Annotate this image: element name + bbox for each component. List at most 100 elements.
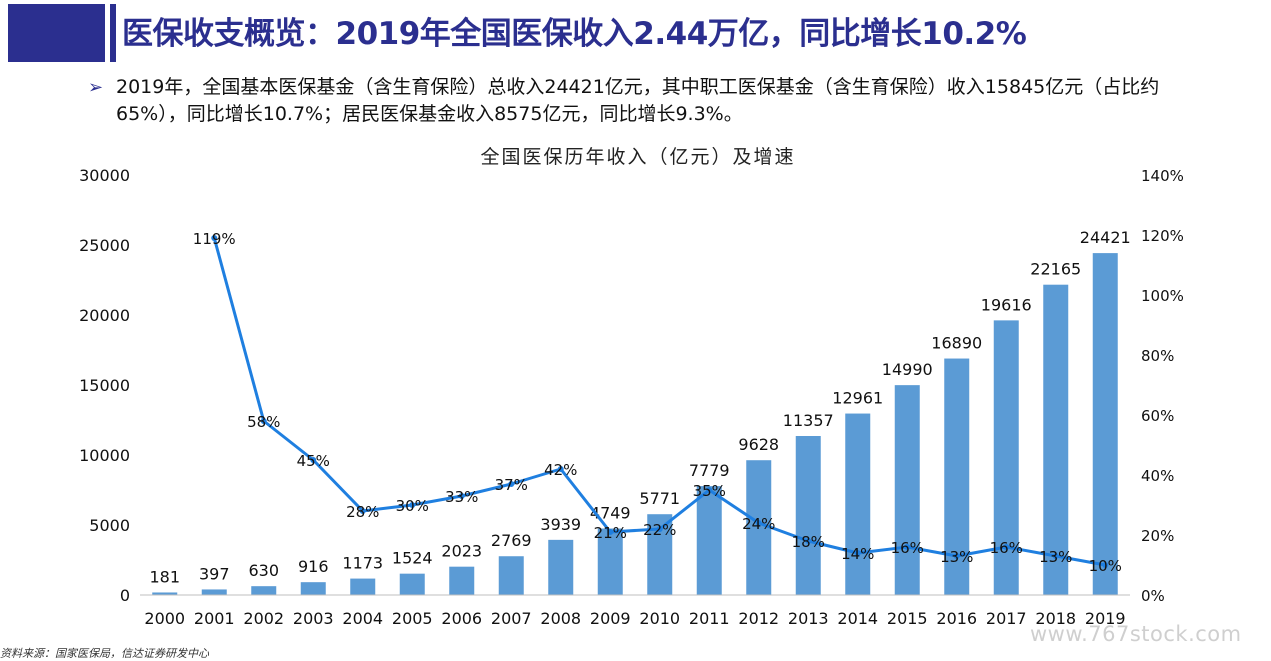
bar [795, 436, 821, 595]
bar-value-label: 397 [199, 564, 230, 583]
growth-point [904, 544, 911, 550]
y-tick-label: 0 [120, 586, 130, 605]
title-accent-bar [110, 4, 116, 62]
growth-point [557, 466, 564, 472]
x-tick-label: 2007 [491, 609, 532, 628]
bar [251, 586, 277, 595]
chart-title: 全国医保历年收入（亿元）及增速 [480, 146, 795, 168]
bar [696, 486, 722, 595]
bar [597, 528, 623, 595]
growth-value-label: 13% [940, 548, 973, 566]
x-tick-label: 2005 [392, 609, 433, 628]
bullet-arrow-icon: ➢ [88, 77, 104, 98]
y2-tick-label: 60% [1141, 407, 1174, 425]
x-tick-label: 2002 [243, 609, 284, 628]
growth-value-label: 30% [396, 497, 429, 515]
bar [845, 413, 871, 595]
bar-value-label: 9628 [738, 435, 779, 454]
bar [548, 539, 574, 595]
growth-point [1052, 553, 1059, 559]
y2-tick-label: 140% [1141, 167, 1184, 185]
growth-value-label: 16% [990, 539, 1023, 557]
y2-tick-label: 20% [1141, 527, 1174, 545]
growth-value-label: 28% [346, 503, 379, 521]
y-tick-label: 30000 [79, 166, 130, 185]
bar-value-label: 14990 [882, 360, 933, 379]
bar [350, 578, 376, 595]
growth-value-label: 58% [247, 413, 280, 431]
growth-point [1102, 562, 1109, 568]
growth-point [508, 481, 515, 487]
x-tick-label: 2012 [738, 609, 779, 628]
growth-point [656, 526, 663, 532]
bar-value-label: 19616 [981, 295, 1032, 314]
growth-point [458, 493, 465, 499]
x-tick-label: 2016 [936, 609, 977, 628]
growth-point [359, 508, 366, 514]
y2-tick-label: 80% [1141, 347, 1174, 365]
growth-point [706, 487, 713, 493]
growth-value-label: 45% [297, 452, 330, 470]
summary-paragraph: ➢ 2019年，全国基本医保基金（含生育保险）总收入24421亿元，其中职工医保… [88, 74, 1198, 128]
y-tick-label: 25000 [79, 236, 130, 255]
y-tick-label: 20000 [79, 306, 130, 325]
bar [1043, 284, 1069, 595]
growth-value-label: 18% [792, 533, 825, 551]
growth-value-label: 24% [742, 515, 775, 533]
growth-point [607, 529, 614, 535]
bar-value-label: 5771 [639, 489, 680, 508]
bar [449, 566, 475, 595]
y-tick-label: 5000 [89, 516, 130, 535]
x-tick-label: 2013 [788, 609, 829, 628]
x-tick-label: 2011 [689, 609, 730, 628]
growth-point [310, 457, 317, 463]
watermark: www.767stock.com [1030, 622, 1242, 646]
x-tick-label: 2018 [1035, 609, 1076, 628]
bar-value-label: 3939 [540, 515, 581, 534]
growth-point [260, 418, 267, 424]
growth-value-label: 42% [544, 461, 577, 479]
x-tick-label: 2009 [590, 609, 631, 628]
bar-value-label: 7779 [689, 461, 730, 480]
growth-value-label: 35% [693, 482, 726, 500]
growth-point [755, 520, 762, 526]
x-tick-label: 2003 [293, 609, 334, 628]
source-note: 资料来源：国家医保局，信达证券研发中心 [0, 647, 209, 660]
y-tick-label: 15000 [79, 376, 130, 395]
growth-value-label: 33% [445, 488, 478, 506]
bar-value-label: 916 [298, 557, 329, 576]
growth-value-label: 14% [841, 545, 874, 563]
y-axis-right: 0% 20% 40% 60% 80% 100% 120% 140% [1141, 167, 1184, 605]
bar [399, 573, 425, 595]
x-tick-label: 2014 [837, 609, 878, 628]
x-tick-label: 2006 [441, 609, 482, 628]
x-tick-label: 2001 [194, 609, 235, 628]
growth-value-label: 16% [891, 539, 924, 557]
bar [498, 556, 524, 595]
y2-tick-label: 0% [1141, 587, 1165, 605]
bar-value-label: 22165 [1030, 260, 1081, 279]
bar-value-label: 16890 [931, 334, 982, 353]
bar [894, 385, 920, 595]
bar-value-label: 1524 [392, 549, 433, 568]
bar [1092, 253, 1118, 595]
growth-point [953, 553, 960, 559]
bar [152, 592, 178, 595]
bar-value-label: 24421 [1080, 228, 1131, 247]
growth-value-label: 119% [193, 230, 236, 248]
growth-value-label: 21% [594, 524, 627, 542]
x-tick-label: 2008 [540, 609, 581, 628]
summary-text: 2019年，全国基本医保基金（含生育保险）总收入24421亿元，其中职工医保基金… [116, 76, 1160, 125]
x-tick-label: 2000 [144, 609, 185, 628]
bar-value-label: 12961 [832, 389, 883, 408]
bar-series: 181 397 630 916 1173 1524 20232769393947495771… [149, 228, 1131, 595]
growth-value-label: 22% [643, 521, 676, 539]
bar-value-label: 1173 [342, 554, 383, 573]
x-axis: 2000 2001 2002 2003 2004 2005 2006 2007 2008 2009… [140, 594, 1130, 628]
x-tick-label: 2010 [639, 609, 680, 628]
growth-point [409, 502, 416, 508]
bar-value-label: 630 [248, 561, 279, 580]
growth-value-label: 37% [495, 476, 528, 494]
growth-point [1003, 544, 1010, 550]
